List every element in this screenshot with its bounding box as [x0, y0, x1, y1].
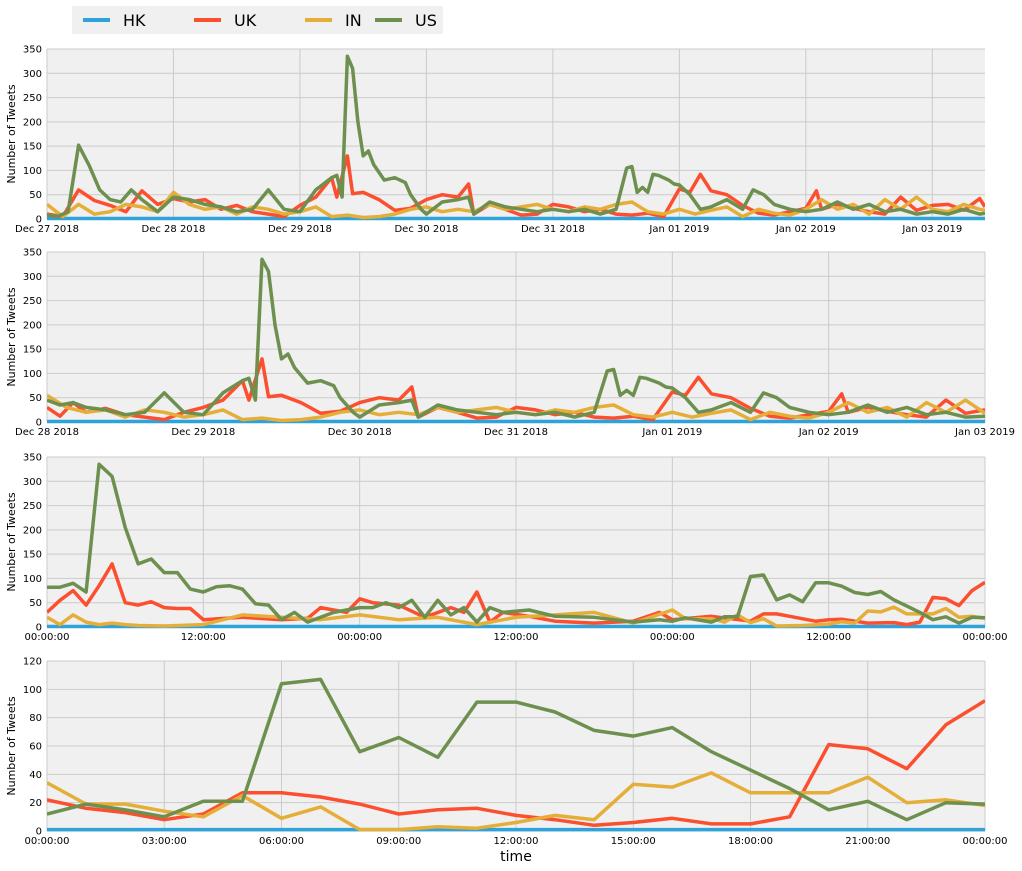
chart-panel-2: 0 50 100 150 200 250 300 350 Dec 28 2018 Dec 29 2… [5, 248, 1015, 439]
x-tick-label: 15:00:00 [611, 836, 656, 847]
y-tick-label: 100 [23, 574, 42, 585]
y-axis-label: Number of Tweets [5, 84, 18, 184]
series-line-in [47, 190, 985, 220]
x-tick-label: 00:00:00 [25, 632, 70, 643]
x-tick-label: 21:00:00 [845, 836, 890, 847]
x-tick-label: Jan 03 2019 [954, 427, 1015, 438]
x-tick-label: Dec 30 2018 [328, 427, 392, 438]
x-tick-label: Dec 29 2018 [268, 224, 332, 235]
x-tick-label: 00:00:00 [337, 632, 382, 643]
x-tick-label: 00:00:00 [963, 836, 1008, 847]
y-tick-label: 100 [23, 369, 42, 380]
y-tick-label: 150 [23, 345, 42, 356]
y-tick-label: 300 [23, 477, 42, 488]
x-tick-label: Dec 29 2018 [171, 427, 235, 438]
y-tick-label: 250 [23, 501, 42, 512]
y-tick-label: 50 [29, 393, 42, 404]
x-tick-label: 00:00:00 [25, 836, 70, 847]
series-line-us [47, 257, 985, 419]
x-tick-label: 18:00:00 [728, 836, 773, 847]
x-tick-label: 00:00:00 [963, 632, 1008, 643]
chart-panel-3: 0 50 100 150 200 250 300 350 00:00:00 12:00:00 00:… [5, 453, 1007, 644]
chart-panel-1: 0 50 100 150 200 250 300 350 Dec 27 2018 Dec 28 2… [5, 45, 985, 235]
series-line-in [47, 605, 985, 628]
x-tick-label: 03:00:00 [142, 836, 187, 847]
legend-label-in: IN [345, 11, 362, 30]
series-line-uk [47, 699, 985, 828]
x-tick-label: Dec 27 2018 [15, 224, 79, 235]
series-line-uk [47, 562, 985, 627]
y-tick-label: 0 [36, 623, 42, 634]
y-tick-label: 150 [23, 142, 42, 153]
x-tick-label: Jan 02 2019 [775, 224, 836, 235]
x-tick-label: Dec 31 2018 [521, 224, 585, 235]
x-tick-label: Jan 01 2019 [641, 427, 702, 438]
x-tick-label: Dec 28 2018 [15, 427, 79, 438]
x-axis-label: time [500, 849, 532, 865]
y-tick-label: 300 [23, 69, 42, 80]
plot-area [47, 49, 985, 219]
y-axis-label: Number of Tweets [5, 492, 18, 592]
series-line-us [47, 54, 985, 219]
y-tick-label: 350 [23, 453, 42, 464]
y-tick-label: 40 [29, 770, 42, 781]
y-tick-label: 0 [36, 827, 42, 838]
x-tick-label: Dec 28 2018 [142, 224, 206, 235]
legend-label-hk: HK [123, 11, 146, 30]
x-tick-label: Dec 31 2018 [484, 427, 548, 438]
y-axis-label: Number of Tweets [5, 696, 18, 796]
y-tick-label: 60 [29, 742, 42, 753]
y-axis-label: Number of Tweets [5, 287, 18, 387]
y-tick-label: 350 [23, 45, 42, 56]
x-tick-label: 12:00:00 [806, 632, 851, 643]
y-tick-label: 200 [23, 320, 42, 331]
y-tick-label: 20 [29, 798, 42, 809]
y-tick-label: 200 [23, 117, 42, 128]
y-tick-label: 100 [23, 685, 42, 696]
y-tick-label: 0 [36, 215, 42, 226]
y-tick-label: 150 [23, 550, 42, 561]
y-tick-label: 0 [36, 418, 42, 429]
legend: HK UK IN US [72, 6, 443, 34]
y-tick-label: 50 [29, 190, 42, 201]
x-tick-label: Jan 03 2019 [901, 224, 962, 235]
series-line-in [47, 771, 985, 832]
y-tick-label: 250 [23, 93, 42, 104]
chart-panel-4: 0 20 40 60 80 100 120 00:00:00 03:00:00 06:00:00 0… [5, 657, 1007, 866]
y-tick-label: 250 [23, 296, 42, 307]
y-tick-label: 300 [23, 272, 42, 283]
y-tick-label: 50 [29, 598, 42, 609]
x-tick-label: 06:00:00 [259, 836, 304, 847]
x-tick-label: 12:00:00 [494, 836, 539, 847]
series-line-us [47, 677, 985, 822]
legend-label-us: US [415, 11, 437, 30]
x-tick-label: Jan 02 2019 [798, 427, 859, 438]
y-tick-label: 80 [29, 713, 42, 724]
x-tick-label: Jan 01 2019 [648, 224, 709, 235]
x-tick-label: 09:00:00 [376, 836, 421, 847]
y-tick-label: 350 [23, 248, 42, 259]
x-tick-label: 12:00:00 [494, 632, 539, 643]
x-tick-label: Dec 30 2018 [394, 224, 458, 235]
legend-label-uk: UK [234, 11, 257, 30]
series-line-us [47, 462, 985, 625]
y-tick-label: 120 [23, 657, 42, 668]
y-tick-label: 100 [23, 166, 42, 177]
y-tick-label: 200 [23, 525, 42, 536]
x-tick-label: 00:00:00 [650, 632, 695, 643]
x-tick-label: 12:00:00 [181, 632, 226, 643]
